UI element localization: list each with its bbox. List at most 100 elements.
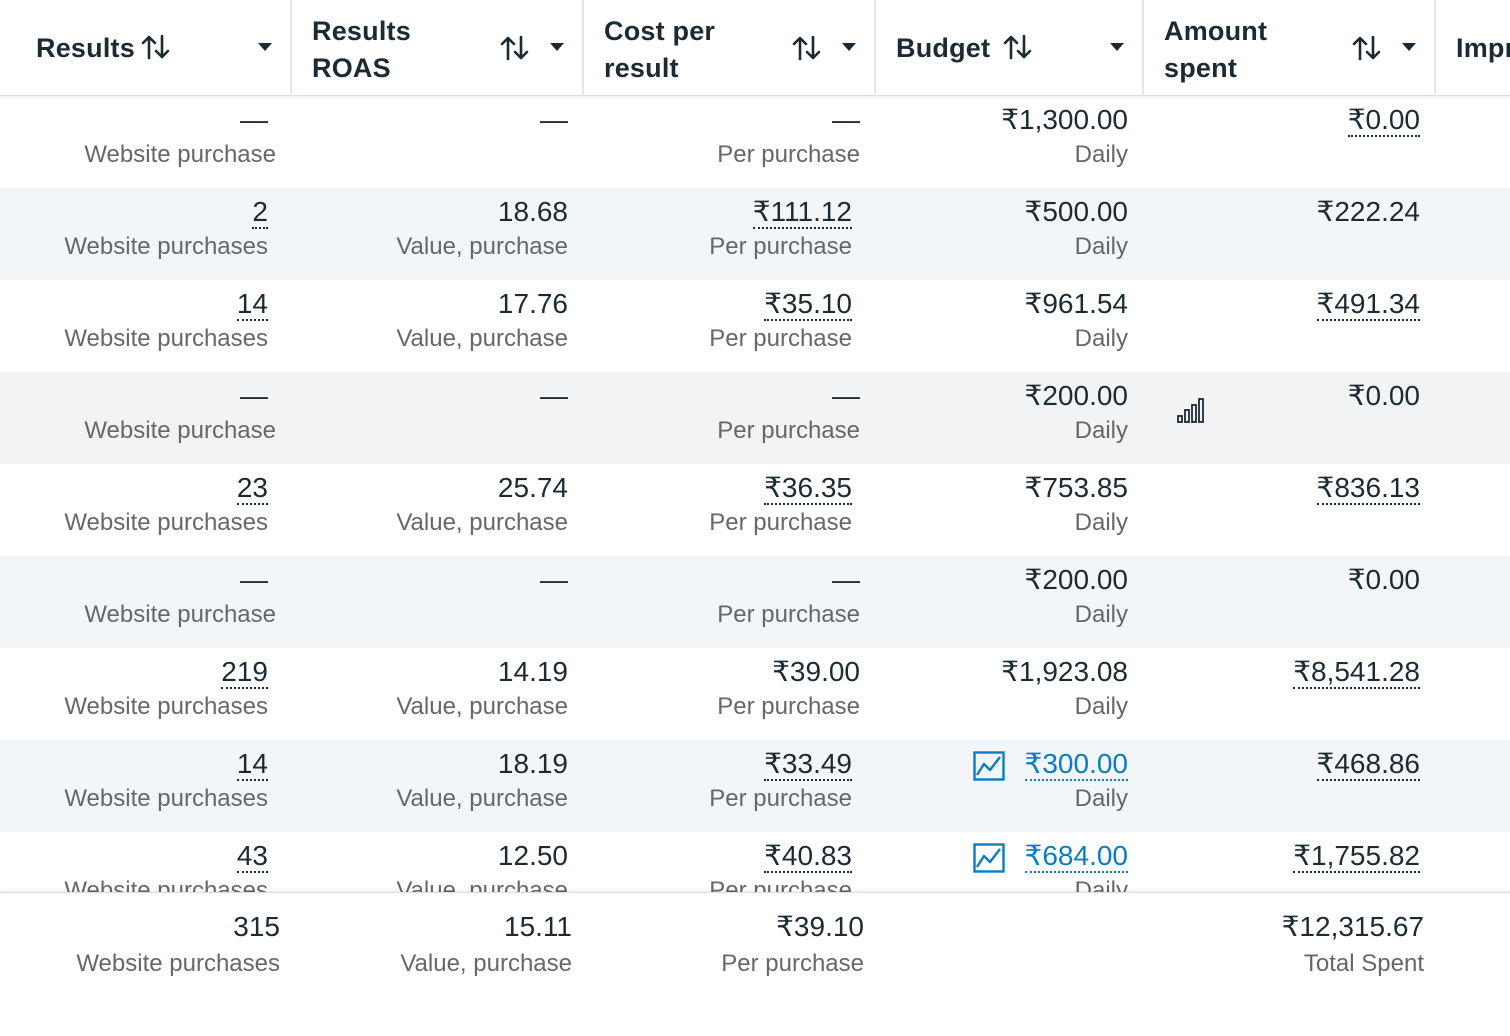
results-value[interactable]: 23 <box>236 470 268 506</box>
table-row[interactable]: 14 Website purchases 17.76 Value, purchase ₹… <box>0 280 1510 372</box>
results-value-link[interactable]: 23 <box>236 472 268 505</box>
bar-chart-icon[interactable] <box>1176 396 1208 426</box>
results-value-link[interactable]: 43 <box>236 840 268 873</box>
results-label: Website purchases <box>64 509 268 536</box>
sort-icon[interactable] <box>1002 32 1034 62</box>
table-row[interactable]: 14 Website purchases 18.19 Value, purchase ₹… <box>0 740 1510 832</box>
chevron-down-icon[interactable] <box>258 43 272 51</box>
column-header-budget[interactable]: Budget <box>876 0 1144 96</box>
trend-chart-icon[interactable] <box>973 843 1005 873</box>
cost-per-result-value-link[interactable]: ₹40.83 <box>764 840 852 873</box>
budget-value[interactable]: ₹684.00 <box>1024 838 1128 874</box>
amount-spent-value-link[interactable]: ₹491.34 <box>1316 288 1420 321</box>
budget-label: Daily <box>1074 233 1128 260</box>
cost-per-result-value[interactable]: ₹111.12 <box>752 194 852 230</box>
results-value[interactable]: 43 <box>236 838 268 874</box>
roas-label: Value, purchase <box>396 693 568 720</box>
table-row[interactable]: — Website purchase — — Per purchase ₹200.00 Da… <box>0 556 1510 648</box>
amount-spent-value[interactable]: ₹1,755.82 <box>1293 838 1420 874</box>
chevron-down-icon[interactable] <box>550 43 564 51</box>
table-row[interactable]: 43 Website purchases 12.50 Value, purchase ₹… <box>0 832 1510 892</box>
budget-label: Daily <box>1074 693 1128 720</box>
roas-value: 17.76 <box>497 288 568 319</box>
column-header-amount-spent[interactable]: Amount spent <box>1144 0 1436 96</box>
roas-label: Value, purchase <box>396 233 568 260</box>
cost-per-result-value[interactable]: ₹33.49 <box>764 746 852 782</box>
cost-per-result-label: Per purchase <box>709 325 852 352</box>
chevron-down-icon[interactable] <box>842 43 856 51</box>
amount-spent-value[interactable]: ₹491.34 <box>1316 286 1420 322</box>
budget-value-link[interactable]: ₹300.00 <box>1024 748 1128 781</box>
roas-label: Value, purchase <box>396 509 568 536</box>
total-roas: 15.11 <box>504 911 572 942</box>
results-label: Website purchases <box>64 325 268 352</box>
results-label: Website purchases <box>64 693 268 720</box>
budget-value[interactable]: ₹300.00 <box>1024 746 1128 782</box>
budget-label: Daily <box>1074 325 1128 352</box>
results-value[interactable]: 219 <box>221 654 268 690</box>
table-row[interactable]: 23 Website purchases 25.74 Value, purchase ₹… <box>0 464 1510 556</box>
amount-spent-value-link[interactable]: ₹8,541.28 <box>1293 656 1420 689</box>
cost-per-result-value[interactable]: ₹35.10 <box>764 286 852 322</box>
budget-value: ₹200.00 <box>1024 380 1128 411</box>
results-value-link[interactable]: 219 <box>221 656 268 689</box>
total-cost-per-result: ₹39.10 <box>776 911 864 942</box>
table-row[interactable]: 219 Website purchases 14.19 Value, purchase… <box>0 648 1510 740</box>
roas-label: Value, purchase <box>396 325 568 352</box>
sort-icon[interactable] <box>1351 33 1383 63</box>
results-label: Website purchases <box>64 877 268 892</box>
budget-value-link[interactable]: ₹684.00 <box>1024 840 1128 873</box>
cost-per-result-value-link[interactable]: ₹33.49 <box>764 748 852 781</box>
roas-value: 25.74 <box>497 472 568 503</box>
budget-value: ₹500.00 <box>1024 196 1128 227</box>
chevron-down-icon[interactable] <box>1402 43 1416 51</box>
roas-label: Value, purchase <box>396 877 568 892</box>
amount-spent-value-link[interactable]: ₹468.86 <box>1316 748 1420 781</box>
sort-icon[interactable] <box>140 32 172 62</box>
results-label: Website purchase <box>84 417 276 444</box>
amount-spent-value[interactable]: ₹468.86 <box>1316 746 1420 782</box>
cost-per-result-value[interactable]: ₹36.35 <box>764 470 852 506</box>
sort-icon[interactable] <box>791 33 823 63</box>
amount-spent-value[interactable]: ₹0.00 <box>1347 102 1420 138</box>
amount-spent-value-link[interactable]: ₹836.13 <box>1316 472 1420 505</box>
column-header-results[interactable]: Results <box>0 0 292 96</box>
total-roas-label: Value, purchase <box>400 950 572 977</box>
trend-chart-icon[interactable] <box>973 751 1005 781</box>
results-label: Website purchases <box>64 233 268 260</box>
cost-per-result-value-link[interactable]: ₹36.35 <box>764 472 852 505</box>
column-header-impressions[interactable]: Impr <box>1436 0 1510 96</box>
table-row[interactable]: 2 Website purchases 18.68 Value, purchase ₹1… <box>0 188 1510 280</box>
budget-label: Daily <box>1074 417 1128 444</box>
budget-value: ₹1,923.08 <box>1001 656 1128 687</box>
budget-label: Daily <box>1074 785 1128 812</box>
cost-per-result-label: Per purchase <box>709 877 852 892</box>
results-value-link[interactable]: 2 <box>252 196 268 229</box>
cost-per-result-value[interactable]: ₹40.83 <box>764 838 852 874</box>
cost-per-result-value: — <box>832 564 860 595</box>
results-value[interactable]: 14 <box>236 286 268 322</box>
chevron-down-icon[interactable] <box>1110 43 1124 51</box>
table-row[interactable]: — Website purchase — — Per purchase ₹200.00 Da… <box>0 372 1510 464</box>
totals-row: 315 Website purchases 15.11 Value, purch… <box>0 892 1510 1036</box>
results-value-link[interactable]: 14 <box>236 288 268 321</box>
column-title-amount-line2: spent <box>1164 53 1238 83</box>
column-header-cost-per-result[interactable]: Cost per result <box>584 0 876 96</box>
results-value[interactable]: 2 <box>252 194 268 230</box>
amount-spent-value[interactable]: ₹836.13 <box>1316 470 1420 506</box>
amount-spent-value-link[interactable]: ₹0.00 <box>1347 104 1420 137</box>
amount-spent-value-link[interactable]: ₹1,755.82 <box>1293 840 1420 873</box>
results-value[interactable]: 14 <box>236 746 268 782</box>
roas-value: 18.19 <box>497 748 568 779</box>
sort-icon[interactable] <box>499 33 531 63</box>
roas-value: 14.19 <box>497 656 568 687</box>
results-value-link[interactable]: 14 <box>236 748 268 781</box>
column-header-results-roas[interactable]: Results ROAS <box>292 0 584 96</box>
cost-per-result-value-link[interactable]: ₹35.10 <box>764 288 852 321</box>
results-label: Website purchase <box>84 141 276 168</box>
cost-per-result-value-link[interactable]: ₹111.12 <box>752 196 852 229</box>
results-value: — <box>240 564 268 595</box>
amount-spent-value[interactable]: ₹8,541.28 <box>1293 654 1420 690</box>
total-results-label: Website purchases <box>76 950 280 977</box>
table-row[interactable]: — Website purchase — — Per purchase ₹1,300.00… <box>0 96 1510 188</box>
